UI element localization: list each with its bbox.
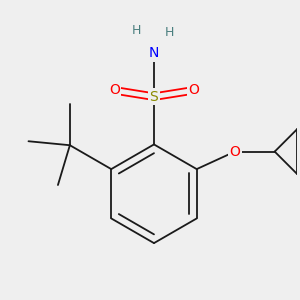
Text: H: H: [132, 24, 141, 37]
Text: O: O: [230, 145, 240, 159]
Text: N: N: [149, 46, 159, 60]
Text: S: S: [150, 90, 158, 104]
Text: O: O: [188, 83, 199, 97]
Text: H: H: [165, 26, 175, 39]
Text: O: O: [109, 83, 120, 97]
